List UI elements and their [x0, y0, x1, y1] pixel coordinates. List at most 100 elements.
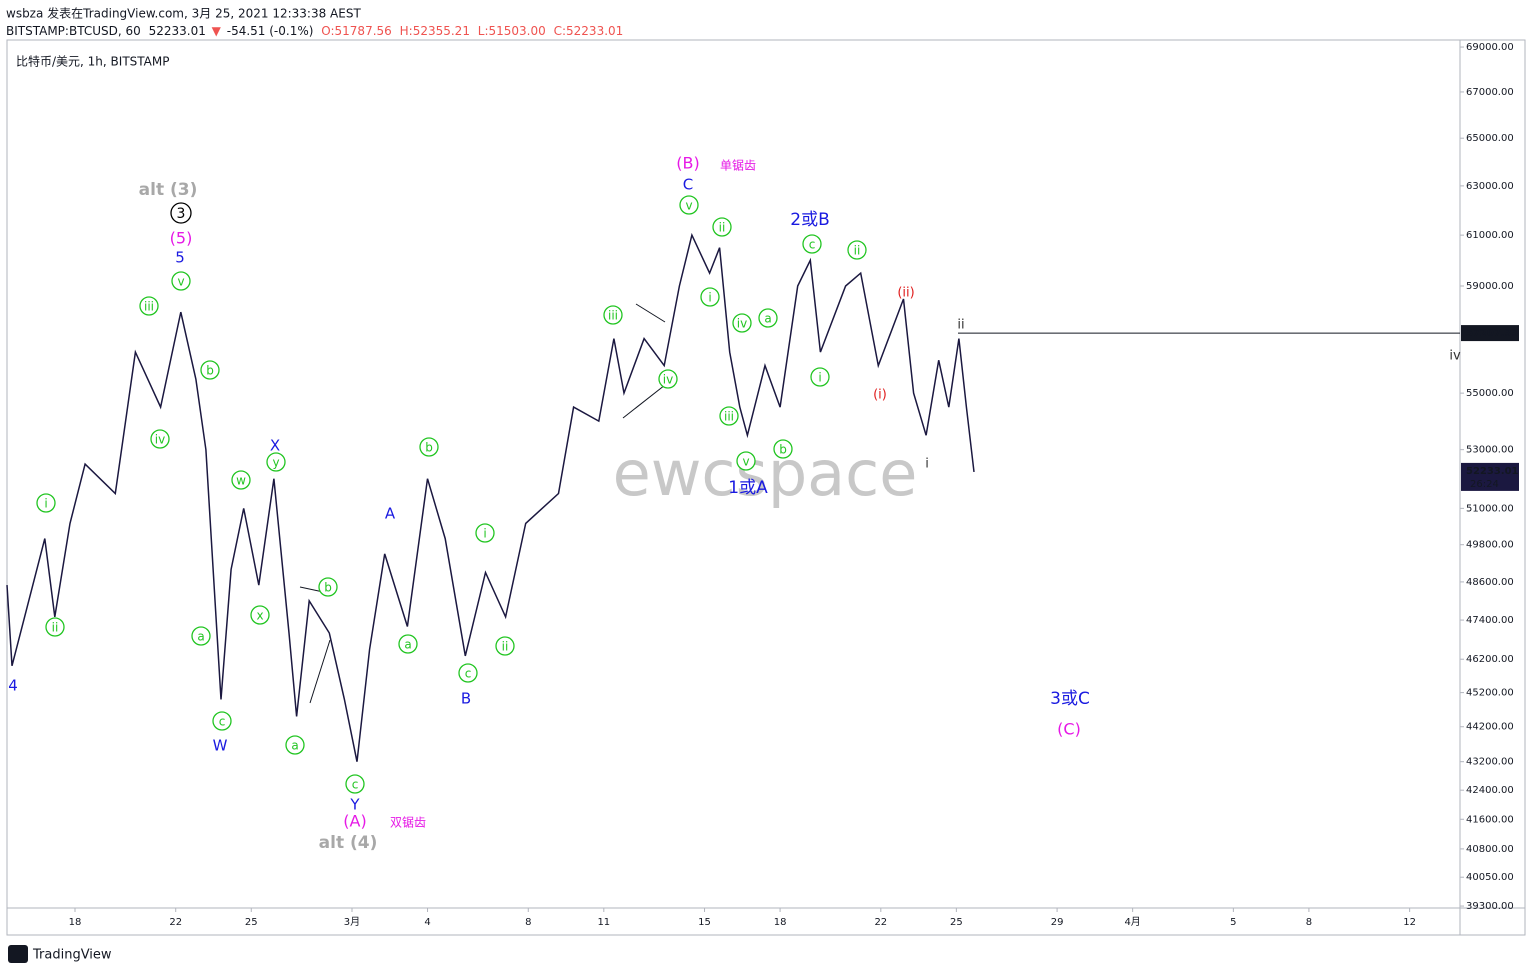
- wave-label: (B): [676, 154, 699, 173]
- wave-label: b: [324, 581, 332, 595]
- x-tick-label: 25: [245, 917, 258, 928]
- wave-label: alt (4): [319, 833, 378, 853]
- y-tick-label: 53000.00: [1466, 445, 1514, 456]
- chart-title: 比特币/美元, 1h, BITSTAMP: [16, 54, 169, 69]
- wave-label: ii: [719, 221, 726, 235]
- wave-label: x: [256, 609, 263, 623]
- wave-circle: [758, 308, 778, 328]
- drawings: [299, 303, 666, 704]
- wave-circle: [231, 470, 251, 490]
- y-tick-label: 43200.00: [1466, 757, 1514, 768]
- wave-circle: [250, 605, 270, 625]
- wave-label: 4: [8, 677, 18, 695]
- wave-label: i: [44, 497, 47, 511]
- wave-circle: [458, 663, 478, 683]
- wave-label: b: [425, 441, 433, 455]
- wave-circle: [802, 234, 822, 254]
- wave-label: v: [685, 199, 692, 213]
- wave-label: C: [683, 176, 693, 194]
- wave-label: i: [925, 457, 929, 472]
- wave-label: i: [708, 291, 711, 305]
- footer-brand[interactable]: TradingView: [32, 948, 112, 963]
- wave-label: A: [385, 505, 396, 523]
- price-line-tag: [1461, 325, 1519, 342]
- wave-label: iii: [144, 300, 154, 314]
- x-tick-label: 18: [69, 917, 82, 928]
- x-tick-label: 22: [874, 917, 887, 928]
- wave-label: b: [779, 443, 787, 457]
- x-tick-label: 15: [698, 917, 711, 928]
- x-tick-label: 8: [525, 917, 531, 928]
- last-price-tag: [1461, 462, 1519, 491]
- wave-label: a: [291, 739, 298, 753]
- wave-circle: [150, 429, 170, 449]
- wave-circle: [191, 626, 211, 646]
- wave-label: a: [764, 312, 771, 326]
- trendline: [635, 303, 666, 323]
- price: 52233.01: [149, 24, 206, 38]
- wave-label: iv: [1449, 349, 1461, 364]
- low: L:51503.00: [478, 24, 546, 38]
- wave-circle: [170, 202, 192, 224]
- wave-circle: [679, 195, 699, 215]
- y-tick-label: 41600.00: [1466, 814, 1514, 825]
- y-tick-label: 49800.00: [1466, 540, 1514, 551]
- wave-circle: [475, 523, 495, 543]
- x-tick-label: 25: [950, 917, 963, 928]
- wave-label: ii: [52, 621, 59, 635]
- wave-label: y: [272, 456, 279, 470]
- x-tick-label: 29: [1051, 917, 1064, 928]
- wave-label: b: [206, 364, 214, 378]
- wave-label: X: [270, 437, 280, 455]
- wave-circle: [495, 636, 515, 656]
- wave-label: a: [404, 638, 411, 652]
- x-tick-label: 11: [597, 917, 610, 928]
- wave-label: w: [236, 474, 246, 488]
- wave-label: iii: [608, 309, 618, 323]
- wave-circle: [700, 287, 720, 307]
- wave-label: c: [465, 667, 472, 681]
- change: -54.51 (-0.1%): [227, 24, 314, 38]
- high: H:52355.21: [400, 24, 470, 38]
- symbol: BITSTAMP:BTCUSD, 60: [6, 24, 141, 38]
- trendline: [309, 639, 331, 704]
- countdown: 26:24: [1470, 479, 1499, 490]
- x-tick-label: 8: [1306, 917, 1312, 928]
- x-tick-label: 5: [1230, 917, 1236, 928]
- y-tick-label: 63000.00: [1466, 181, 1514, 192]
- wave-label: (C): [1057, 720, 1081, 739]
- wave-circle: [732, 313, 752, 333]
- trendline: [622, 384, 666, 419]
- open: O:51787.56: [321, 24, 392, 38]
- wave-label: ii: [957, 318, 964, 333]
- wave-label: 2或B: [790, 210, 829, 230]
- y-tick-label: 51000.00: [1466, 503, 1514, 514]
- y-tick-label: 42400.00: [1466, 785, 1514, 796]
- wave-circle: [318, 577, 338, 597]
- wave-label: 双锯齿: [390, 815, 426, 830]
- y-tick-label: 44200.00: [1466, 722, 1514, 733]
- y-tick-label: 55000.00: [1466, 388, 1514, 399]
- wave-label: ii: [502, 640, 509, 654]
- close: C:52233.01: [554, 24, 624, 38]
- wave-circle: [200, 360, 220, 380]
- wave-label: W: [213, 737, 228, 755]
- wave-label: 单锯齿: [720, 158, 756, 173]
- wave-label: (ii): [897, 286, 914, 301]
- wave-label: 1或A: [728, 478, 768, 498]
- wave-circle: [266, 452, 286, 472]
- wave-circle: [810, 367, 830, 387]
- wave-label: iv: [663, 373, 673, 387]
- x-tick-label: 4月: [1124, 916, 1140, 928]
- wave-circle: [345, 774, 365, 794]
- wave-circle: [719, 406, 739, 426]
- y-tick-label: 40050.00: [1466, 872, 1514, 883]
- wave-circle: [712, 217, 732, 237]
- y-tick-label: 65000.00: [1466, 133, 1514, 144]
- y-tick-label: 69000.00: [1466, 42, 1514, 53]
- y-tick-label: 46200.00: [1466, 654, 1514, 665]
- y-tick-label: 40800.00: [1466, 844, 1514, 855]
- last-price-label: 52233.01: [1466, 466, 1519, 477]
- wave-circle: [36, 493, 56, 513]
